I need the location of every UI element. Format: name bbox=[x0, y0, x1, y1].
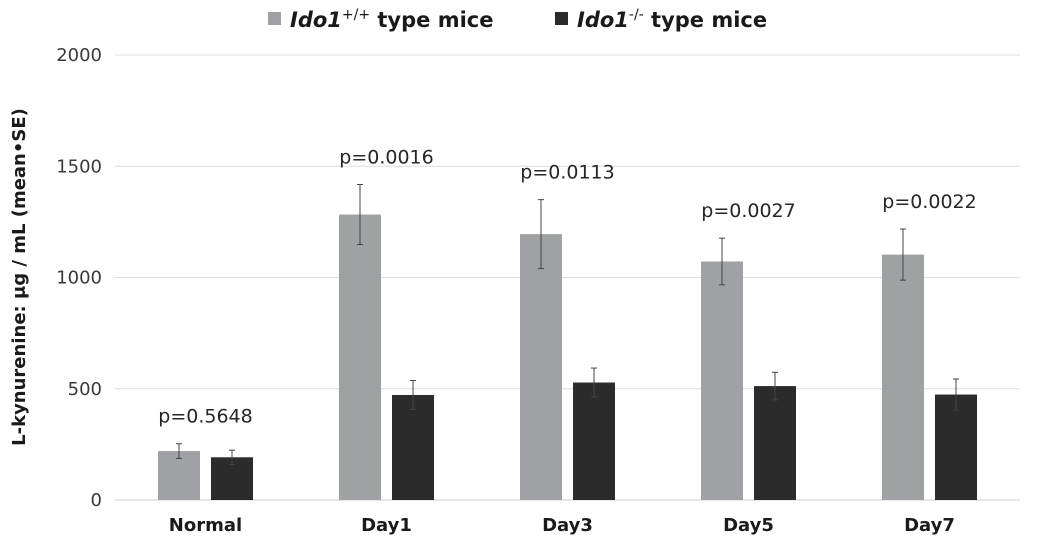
y-tick-label: 1500 bbox=[56, 156, 102, 177]
bar-ido1-knockout-day3 bbox=[573, 382, 615, 500]
legend-genotype-superscript: +/+ bbox=[342, 7, 370, 23]
bars bbox=[158, 214, 977, 501]
bar-ido1-knockout-day7 bbox=[935, 394, 977, 500]
bar-ido1-wild-type-day1 bbox=[339, 214, 381, 500]
legend-swatch bbox=[555, 12, 568, 25]
bar-ido1-knockout-day5 bbox=[754, 386, 796, 500]
legend-label: Ido1+/+ type mice bbox=[290, 7, 493, 32]
legend-suffix: type mice bbox=[644, 8, 767, 32]
legend-suffix: type mice bbox=[370, 8, 493, 32]
p-value-label: p=0.0016 bbox=[339, 146, 433, 168]
x-axis-category-labels: Normal Day1 Day3 Day5 Day7 bbox=[169, 515, 955, 536]
y-axis-title: L-kynurenine: μg / mL (mean•SE) bbox=[9, 108, 30, 446]
category-label: Normal bbox=[169, 515, 242, 536]
legend-gene-name: Ido1 bbox=[577, 8, 629, 32]
y-tick-label: 0 bbox=[91, 490, 102, 511]
y-axis-ticks: 0 500 1000 1500 2000 bbox=[56, 45, 102, 511]
bar-ido1-wild-type-day7 bbox=[882, 254, 924, 500]
category-label: Day5 bbox=[723, 515, 774, 536]
legend-label: Ido1-/- type mice bbox=[577, 7, 767, 32]
y-tick-label: 1000 bbox=[56, 268, 102, 289]
legend: Ido1+/+ type mice Ido1-/- type mice bbox=[268, 7, 767, 32]
p-value-label: p=0.5648 bbox=[158, 406, 252, 428]
category-label: Day7 bbox=[904, 515, 955, 536]
error-bars bbox=[176, 183, 959, 465]
y-tick-label: 2000 bbox=[56, 45, 102, 66]
bar-ido1-knockout-day1 bbox=[392, 394, 434, 500]
y-tick-label: 500 bbox=[68, 379, 102, 400]
p-value-labels: p=0.5648 p=0.0016 p=0.0113 p=0.0027 p=0.0022 bbox=[158, 146, 976, 427]
bar-ido1-wild-type-normal bbox=[158, 451, 200, 500]
bar-ido1-wild-type-day3 bbox=[520, 234, 562, 501]
legend-gene-name: Ido1 bbox=[290, 8, 342, 32]
legend-swatch bbox=[268, 12, 281, 25]
p-value-label: p=0.0113 bbox=[520, 162, 614, 184]
category-label: Day3 bbox=[542, 515, 593, 536]
bar-ido1-wild-type-day5 bbox=[701, 261, 743, 500]
category-label: Day1 bbox=[361, 515, 412, 536]
gridlines bbox=[115, 54, 1020, 501]
p-value-label: p=0.0027 bbox=[701, 200, 795, 222]
legend-genotype-superscript: -/- bbox=[629, 7, 644, 23]
p-value-label: p=0.0022 bbox=[882, 191, 976, 213]
